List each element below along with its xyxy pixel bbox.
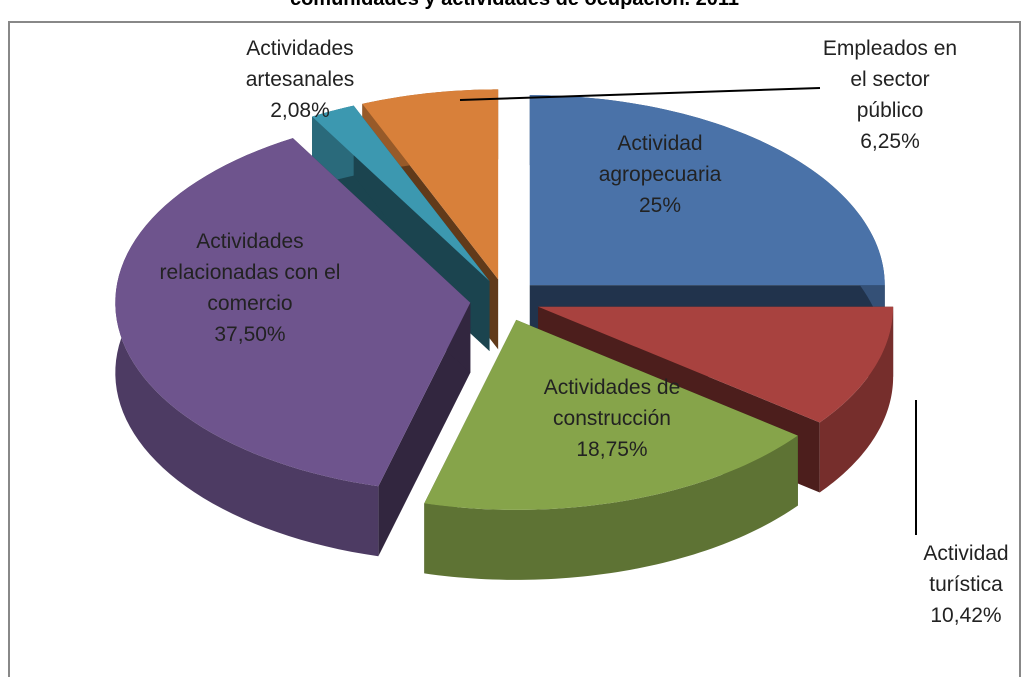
slices (115, 89, 894, 580)
slice-wall (819, 306, 894, 493)
data-label: Actividades relacionadas con el comercio… (135, 226, 365, 350)
value-label: 10,42% (930, 604, 1002, 627)
category-label: Actividad turística (923, 542, 1009, 596)
data-label: Empleados en el sector público 6,25% (815, 33, 965, 157)
data-label: Actividades de construcción 18,75% (517, 372, 707, 465)
slice (538, 306, 894, 423)
category-label: Actividades artesanales (245, 37, 355, 91)
data-label: Actividad turística 10,42% (891, 538, 1029, 631)
data-label: Actividad agropecuaria 25% (585, 128, 735, 221)
slice (312, 105, 490, 282)
chart-border (8, 21, 1021, 677)
chart-title: comunidades y actividades de ocupación. … (0, 0, 1029, 11)
slice (529, 95, 885, 286)
category-label: Actividades de construcción (543, 376, 681, 430)
category-label: Actividad agropecuaria (598, 132, 722, 186)
value-label: 2,08% (270, 99, 330, 122)
value-label: 18,75% (576, 438, 648, 461)
leader-line (459, 87, 821, 101)
slice-wall (424, 435, 798, 580)
category-label: Empleados en el sector público (822, 37, 958, 122)
value-label: 6,25% (860, 130, 920, 153)
slice (424, 319, 798, 510)
data-label: Actividades artesanales 2,08% (225, 33, 375, 126)
category-label: Actividades relacionadas con el comercio (159, 230, 341, 315)
value-label: 25% (638, 194, 682, 217)
slice (115, 138, 471, 487)
slice-side (378, 302, 471, 557)
slice (362, 89, 499, 280)
value-label: 37,50% (214, 323, 286, 346)
